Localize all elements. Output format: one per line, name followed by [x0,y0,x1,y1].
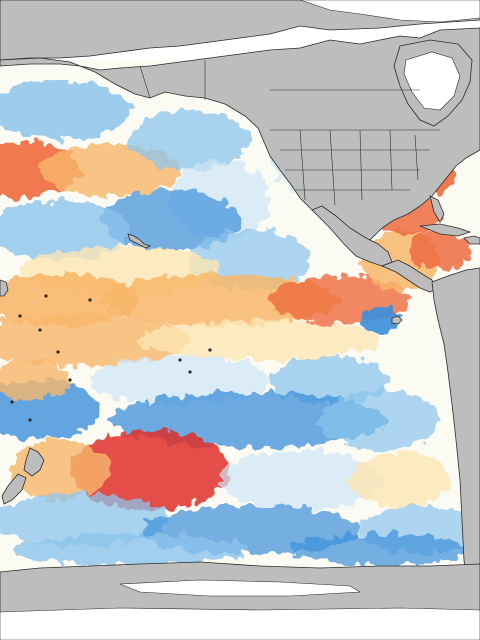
island [28,418,32,422]
antarctic-ice-lower [0,607,480,640]
anomaly-patch [0,200,130,260]
state-border [414,134,419,181]
anomaly-patch [350,452,450,508]
new-zealand-south [1,473,27,505]
state-border [299,129,306,201]
greenland-ice [403,51,461,111]
anomaly-patch [10,534,250,566]
galapagos [391,315,403,325]
arctic-coast [0,0,480,61]
cuba [419,223,472,237]
anomaly-patch [90,356,270,404]
island [10,400,14,404]
anomaly-layer [0,80,480,566]
state-border [139,65,151,99]
new-zealand-north [23,447,45,477]
anomaly-patch [320,390,440,450]
island [44,294,48,298]
island [56,350,60,354]
anomaly-patch [100,190,240,250]
anomaly-patch [100,274,340,326]
island [188,370,192,374]
island [88,298,92,302]
anomaly-patch [0,314,190,366]
anomaly-patch [130,110,250,170]
hispaniola [463,235,480,245]
state-border [389,129,393,191]
island [68,378,72,382]
island [18,314,22,318]
left-edge-land [0,279,9,297]
border-layer [139,60,440,206]
anomaly-patch [0,80,130,140]
arctic-ice [299,0,480,23]
anomaly-patch [70,430,230,510]
south-america [431,267,480,640]
anomaly-patch [220,450,380,510]
antarctic-ice-shelf [119,579,361,597]
island [178,358,182,362]
anomaly-patch [0,494,170,546]
state-border [329,129,336,206]
island [208,348,212,352]
state-border [359,129,363,201]
island [38,328,42,332]
anomaly-patch [290,534,470,566]
north-america [0,27,480,247]
hawaii [127,233,152,249]
anomaly-patch [140,320,380,360]
anomaly-patch [360,306,400,334]
anomaly-patch [410,230,470,270]
anomaly-patch [0,360,70,400]
island-layer [10,294,212,422]
anomaly-patch [0,274,140,326]
mexico [311,205,393,267]
florida [429,195,445,223]
